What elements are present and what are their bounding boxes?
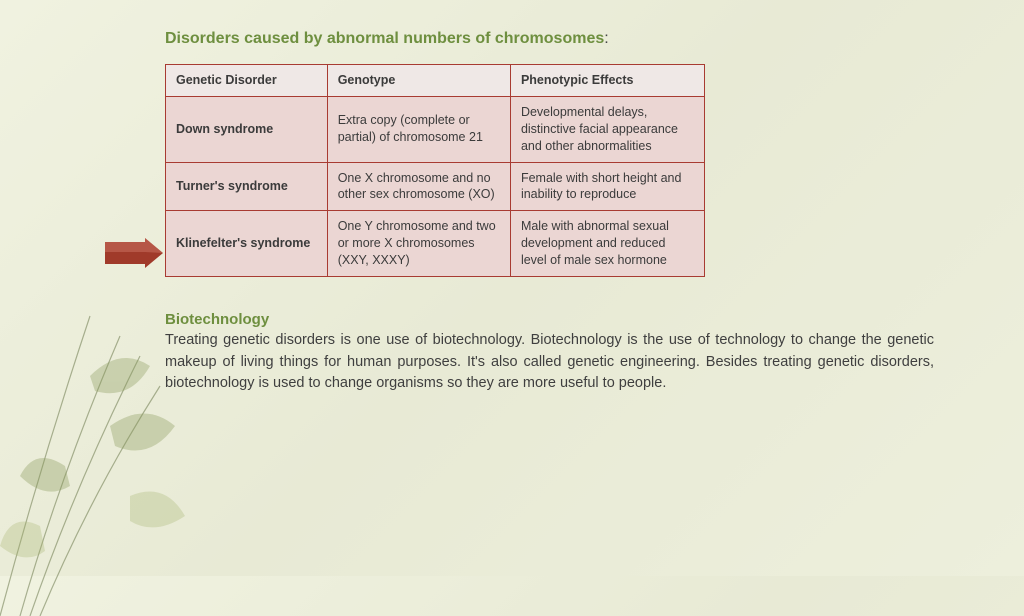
table-row: Down syndrome Extra copy (complete or pa… (166, 96, 705, 162)
slide-title: Disorders caused by abnormal numbers of … (165, 30, 934, 48)
col-header-disorder: Genetic Disorder (166, 65, 328, 97)
col-header-genotype: Genotype (327, 65, 510, 97)
cell-genotype: One Y chromosome and two or more X chrom… (327, 211, 510, 277)
section-body: Treating genetic disorders is one use of… (165, 330, 934, 395)
cell-genotype: One X chromosome and no other sex chromo… (327, 162, 510, 211)
cell-disorder: Down syndrome (166, 96, 328, 162)
table-row: Klinefelter's syndrome One Y chromosome … (166, 211, 705, 277)
slide-title-text: Disorders caused by abnormal numbers of … (165, 30, 604, 47)
cell-disorder: Klinefelter's syndrome (166, 211, 328, 277)
cell-phenotype: Male with abnormal sexual development an… (510, 211, 704, 277)
slide-content: Disorders caused by abnormal numbers of … (0, 0, 1024, 395)
table-header-row: Genetic Disorder Genotype Phenotypic Eff… (166, 65, 705, 97)
biotech-section: Biotechnology Treating genetic disorders… (165, 311, 934, 395)
cell-disorder: Turner's syndrome (166, 162, 328, 211)
col-header-phenotype: Phenotypic Effects (510, 65, 704, 97)
section-heading: Biotechnology (165, 311, 934, 328)
title-colon: : (604, 30, 608, 47)
table-row: Turner's syndrome One X chromosome and n… (166, 162, 705, 211)
cell-phenotype: Female with short height and inability t… (510, 162, 704, 211)
disorders-table: Genetic Disorder Genotype Phenotypic Eff… (165, 64, 705, 277)
cell-phenotype: Developmental delays, distinctive facial… (510, 96, 704, 162)
cell-genotype: Extra copy (complete or partial) of chro… (327, 96, 510, 162)
arrow-marker-icon (105, 238, 163, 268)
